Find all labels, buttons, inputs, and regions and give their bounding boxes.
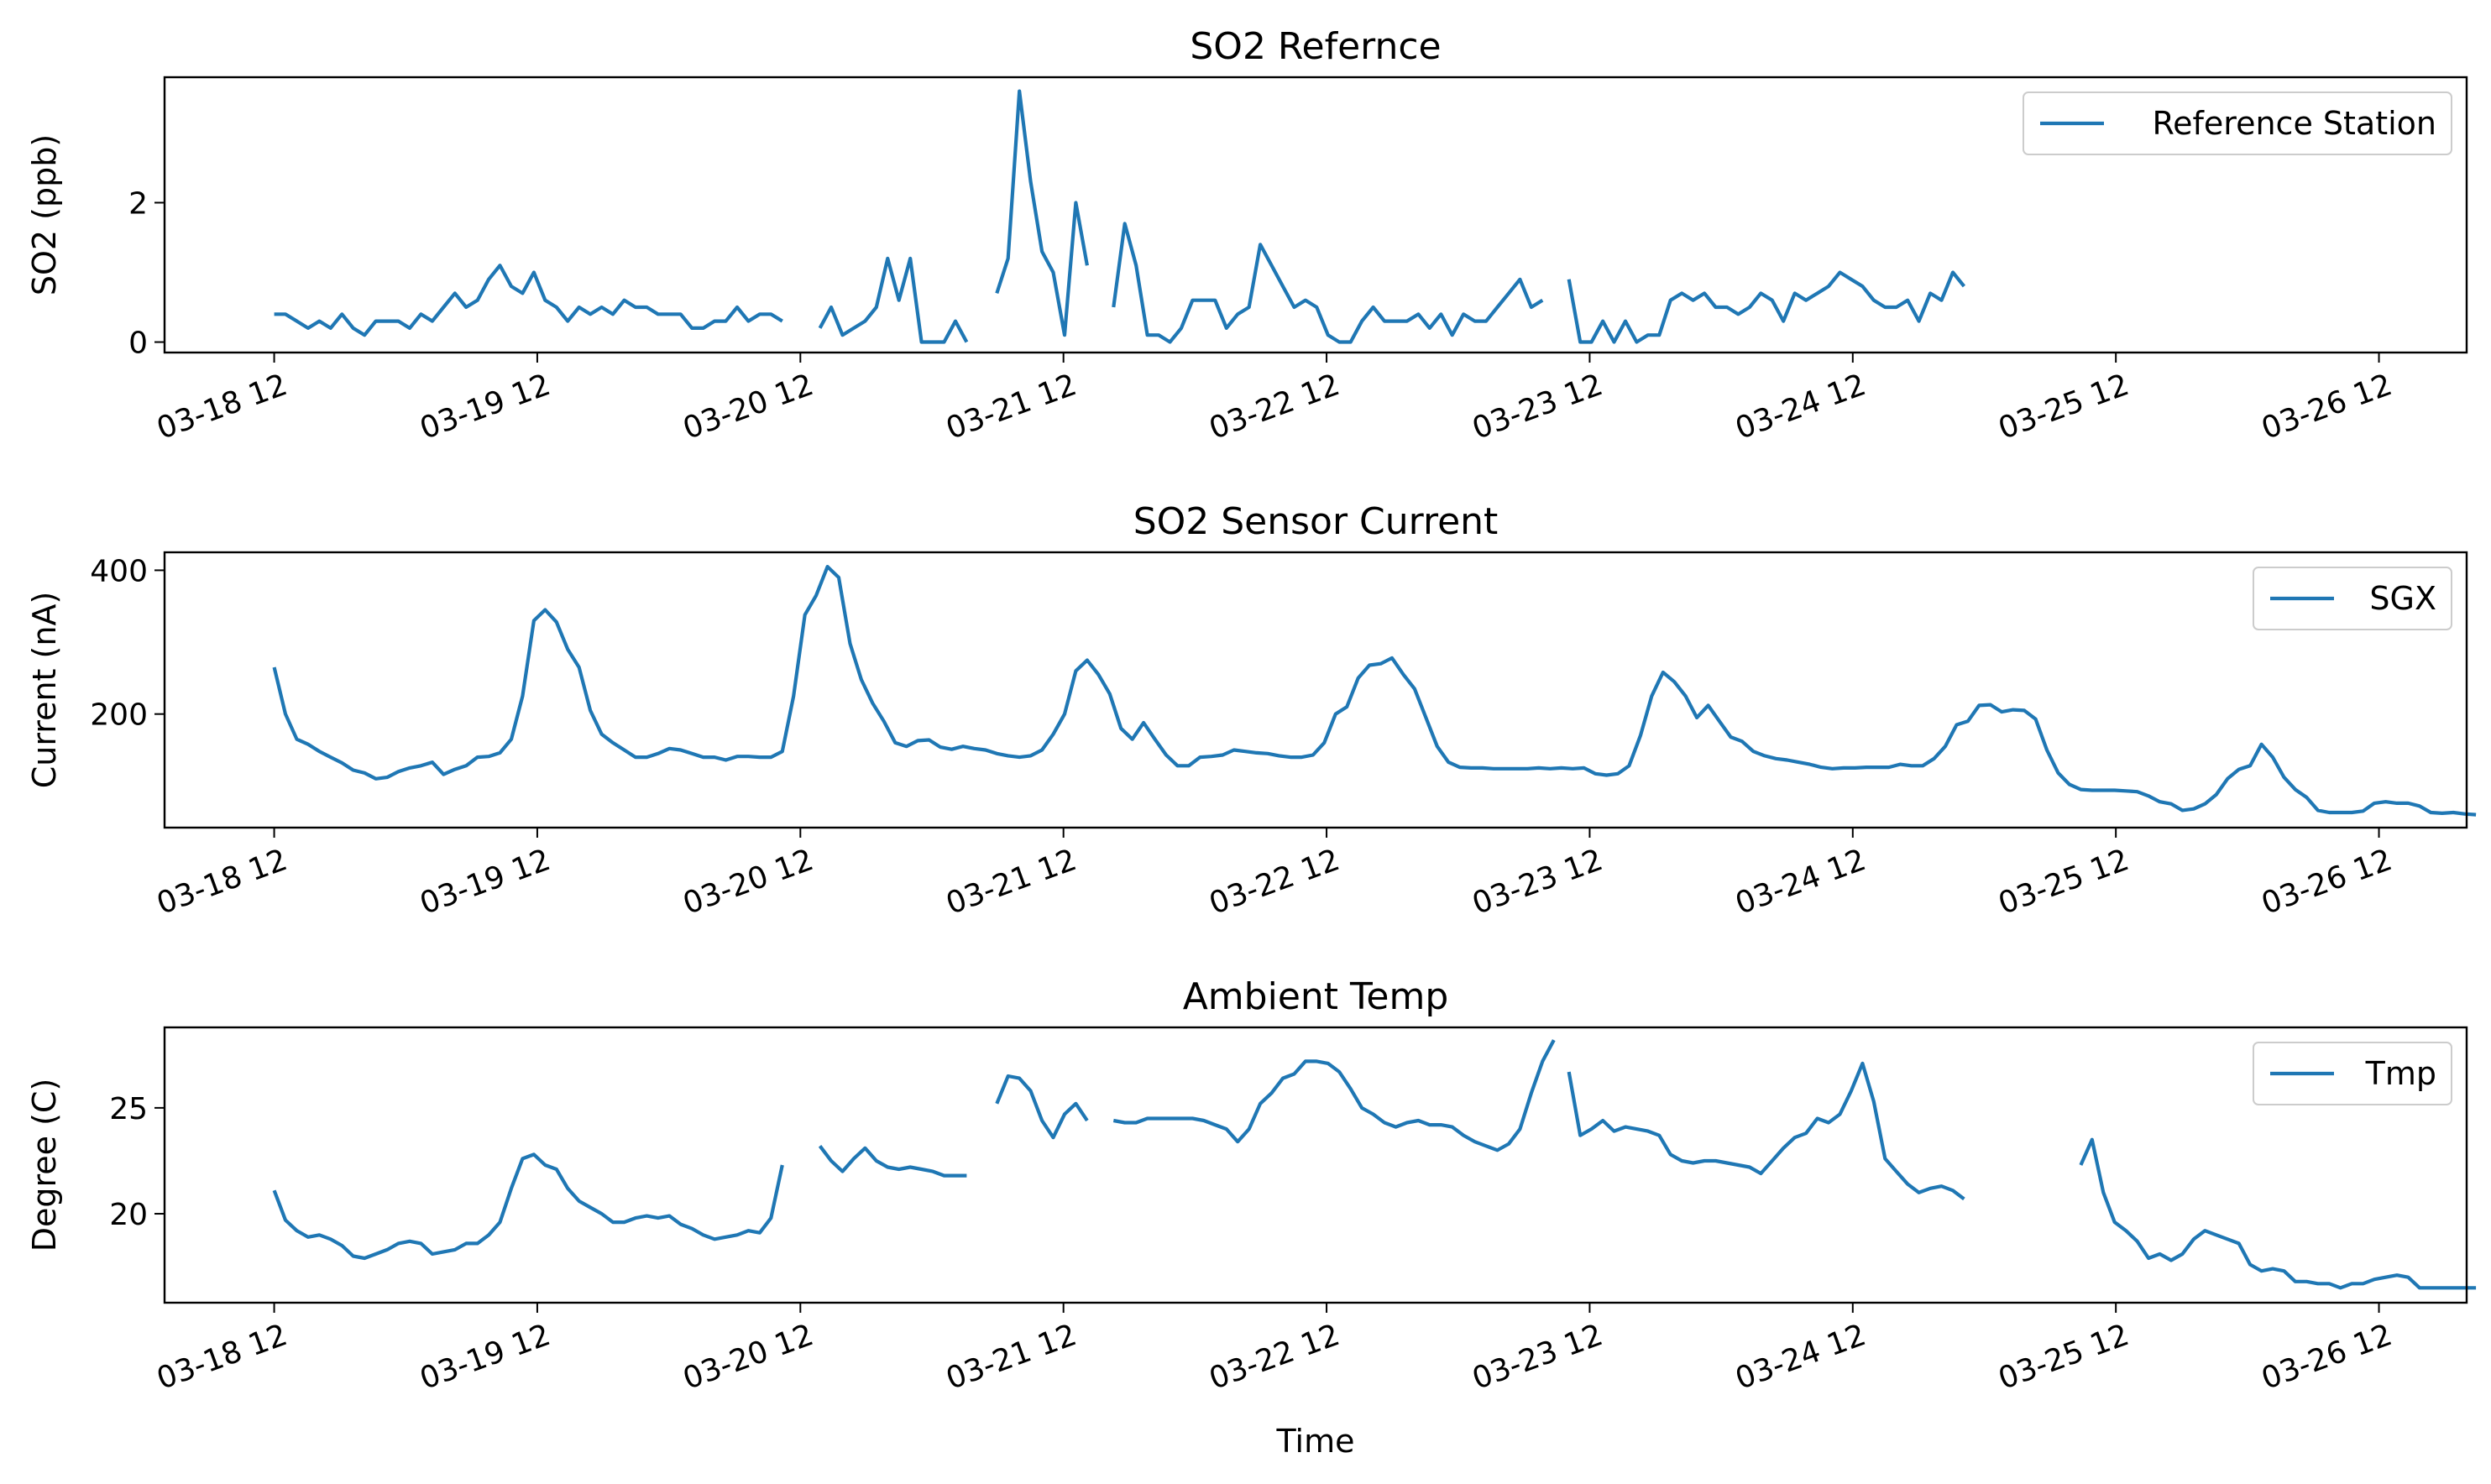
y-tick-label: 25: [109, 1092, 148, 1126]
legend-box: [2253, 567, 2452, 630]
axes-frame: [163, 1026, 2468, 1304]
x-tick-label: 03-20 12: [678, 368, 818, 447]
x-tick-label: 03-21 12: [942, 1318, 1081, 1397]
panel-3: Ambient Temp Degree (C) 20 25 03-18 12 03-19 …: [26, 975, 2477, 1460]
legend-label: Reference Station: [2152, 105, 2436, 142]
y-tick-label: 200: [90, 698, 148, 733]
series-line-segment: [272, 565, 2477, 817]
x-tick-label: 03-20 12: [678, 843, 818, 922]
panel-1: SO2 Refernce SO2 (ppb) 0 2 03-18 12 03-19 12 0…: [26, 25, 2468, 447]
series-line-segment: [2079, 1137, 2477, 1290]
x-tick-label: 03-19 12: [416, 1318, 555, 1397]
x-tick-label: 03-24 12: [1731, 843, 1871, 922]
x-tick-label: 03-23 12: [1468, 368, 1607, 447]
series-line-segment: [272, 1152, 784, 1261]
x-tick-label: 03-22 12: [1205, 843, 1344, 922]
x-tick-label: 03-25 12: [1994, 1318, 2133, 1397]
x-tick-label: 03-26 12: [2258, 368, 2397, 447]
x-tick-label: 03-18 12: [153, 368, 292, 447]
y-tick-label: 0: [128, 327, 148, 361]
x-tick-label: 03-26 12: [2258, 1318, 2397, 1397]
series-line-segment: [274, 264, 783, 337]
axes-frame: [163, 76, 2468, 354]
y-axis-label: SO2 (ppb): [26, 134, 63, 295]
legend: Tmp: [2253, 1042, 2452, 1105]
x-axis-label: Time: [1276, 1423, 1355, 1460]
series-line-segment: [818, 1145, 967, 1178]
y-axis-label: Degree (C): [26, 1079, 63, 1252]
x-tick-label: 03-21 12: [942, 368, 1081, 447]
legend-box: [2023, 91, 2452, 155]
x-tick-label: 03-24 12: [1731, 368, 1871, 447]
series-line-segment: [1112, 1039, 1556, 1152]
chart-title: Ambient Temp: [1183, 975, 1449, 1018]
x-tick-label: 03-22 12: [1205, 1318, 1344, 1397]
legend: Reference Station: [2023, 91, 2452, 155]
x-tick-label: 03-18 12: [153, 843, 292, 922]
y-axis-label: Current (nA): [26, 592, 63, 789]
legend: SGX: [2253, 567, 2452, 630]
x-tick-label: 03-22 12: [1205, 368, 1344, 447]
x-tick-label: 03-19 12: [416, 843, 555, 922]
series-line-segment: [995, 89, 1089, 337]
series-line-segment: [818, 256, 969, 344]
series-line-segment: [1567, 1061, 1965, 1201]
series-line-segment: [1112, 222, 1544, 344]
chart-title: SO2 Refernce: [1190, 25, 1441, 68]
y-tick-label: 20: [109, 1198, 148, 1232]
legend-box: [2253, 1042, 2452, 1105]
y-tick-label: 2: [128, 186, 148, 221]
chart-title: SO2 Sensor Current: [1133, 500, 1499, 543]
x-tick-label: 03-23 12: [1468, 843, 1607, 922]
x-tick-label: 03-20 12: [678, 1318, 818, 1397]
panel-2: SO2 Sensor Current Current (nA) 200 400 03-1…: [26, 500, 2477, 922]
x-tick-label: 03-26 12: [2258, 843, 2397, 922]
legend-label: Tmp: [2365, 1055, 2436, 1092]
y-tick-label: 400: [90, 554, 148, 588]
legend-label: SGX: [2369, 580, 2436, 617]
x-tick-label: 03-25 12: [1994, 843, 2133, 922]
series-line-segment: [995, 1074, 1089, 1140]
x-tick-label: 03-23 12: [1468, 1318, 1607, 1397]
axes-frame: [163, 551, 2468, 829]
x-tick-label: 03-19 12: [416, 368, 555, 447]
x-tick-label: 03-25 12: [1994, 368, 2133, 447]
x-tick-label: 03-24 12: [1731, 1318, 1871, 1397]
series-line-segment: [1567, 270, 1966, 344]
x-tick-label: 03-21 12: [942, 843, 1081, 922]
x-tick-label: 03-18 12: [153, 1318, 292, 1397]
